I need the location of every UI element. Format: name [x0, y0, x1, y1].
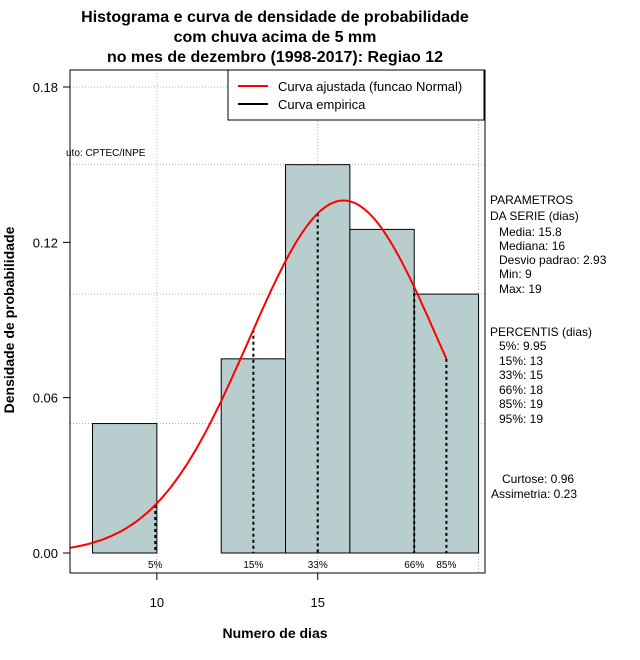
series-parameters-panel: PARAMETROS DA SERIE (dias) Media: 15.8 M…	[490, 193, 607, 296]
percentis-heading: PERCENTIS (dias)	[490, 325, 592, 339]
parametro-mediana: Mediana: 16	[499, 239, 565, 253]
y-tick-label-3: 0.18	[33, 80, 58, 95]
y-tick-label-1: 0.06	[33, 391, 58, 406]
y-axis-label: Densidade de probabilidade	[1, 226, 17, 413]
legend: Curva ajustada (funcao Normal) Curva emp…	[227, 69, 485, 121]
percentil-95: 95%: 19	[499, 412, 543, 426]
percentile-label-3: 66%	[404, 560, 424, 571]
chart-title: Histograma e curva de densidade de proba…	[81, 9, 469, 66]
percentil-85: 85%: 19	[499, 397, 543, 411]
percentil-15: 15%: 13	[499, 354, 543, 368]
legend-label-fitted: Curva ajustada (funcao Normal)	[278, 79, 462, 94]
percentil-5: 5%: 9.95	[499, 339, 547, 353]
parametro-max: Max: 19	[499, 282, 542, 296]
title-line-3: no mes de dezembro (1998-2017): Regiao 1…	[107, 49, 443, 66]
legend-box	[227, 69, 485, 121]
parametros-heading-1: PARAMETROS	[490, 193, 573, 207]
assimetria: Assimetria: 0.23	[491, 487, 577, 501]
fitted-normal-curve	[69, 199, 448, 549]
shape-statistics-panel: Curtose: 0.96 Assimetria: 0.23	[491, 472, 577, 501]
x-axis-label: Numero de dias	[222, 625, 327, 641]
x-axis: 10 15	[150, 573, 325, 610]
title-line-2: com chuva acima de 5 mm	[174, 29, 377, 46]
percentil-33: 33%: 15	[499, 368, 543, 382]
y-tick-label-2: 0.12	[33, 235, 58, 250]
histogram-bar-4	[349, 228, 415, 554]
title-line-1: Histograma e curva de densidade de proba…	[81, 9, 469, 26]
parametro-media: Media: 15.8	[499, 225, 562, 239]
percentil-66: 66%: 18	[499, 383, 543, 397]
histogram-bar-0	[92, 423, 158, 554]
x-tick-label-0: 10	[150, 595, 164, 610]
y-axis: 0.00 0.06 0.12 0.18	[33, 80, 70, 561]
histogram-bar-5	[413, 293, 480, 554]
x-tick-label-1: 15	[310, 595, 324, 610]
legend-label-empirical: Curva empirica	[278, 97, 366, 112]
percentile-label-0: 5%	[148, 560, 163, 571]
parametro-min: Min: 9	[499, 267, 532, 281]
percentile-label-1: 15%	[243, 560, 263, 571]
percentile-lines: 5% 15% 33% 66% 85%	[148, 213, 457, 571]
percentiles-panel: PERCENTIS (dias) 5%: 9.95 15%: 13 33%: 1…	[490, 325, 592, 426]
histogram-bars	[92, 164, 480, 554]
percentile-label-4: 85%	[436, 560, 456, 571]
percentile-label-2: 33%	[308, 560, 328, 571]
parametro-desvio: Desvio padrao: 2.93	[499, 253, 607, 267]
y-tick-label-0: 0.00	[33, 546, 58, 561]
parametros-heading-2: DA SERIE (dias)	[490, 209, 579, 223]
curtose: Curtose: 0.96	[502, 472, 574, 486]
source-note: uto: CPTEC/INPE	[66, 148, 146, 159]
